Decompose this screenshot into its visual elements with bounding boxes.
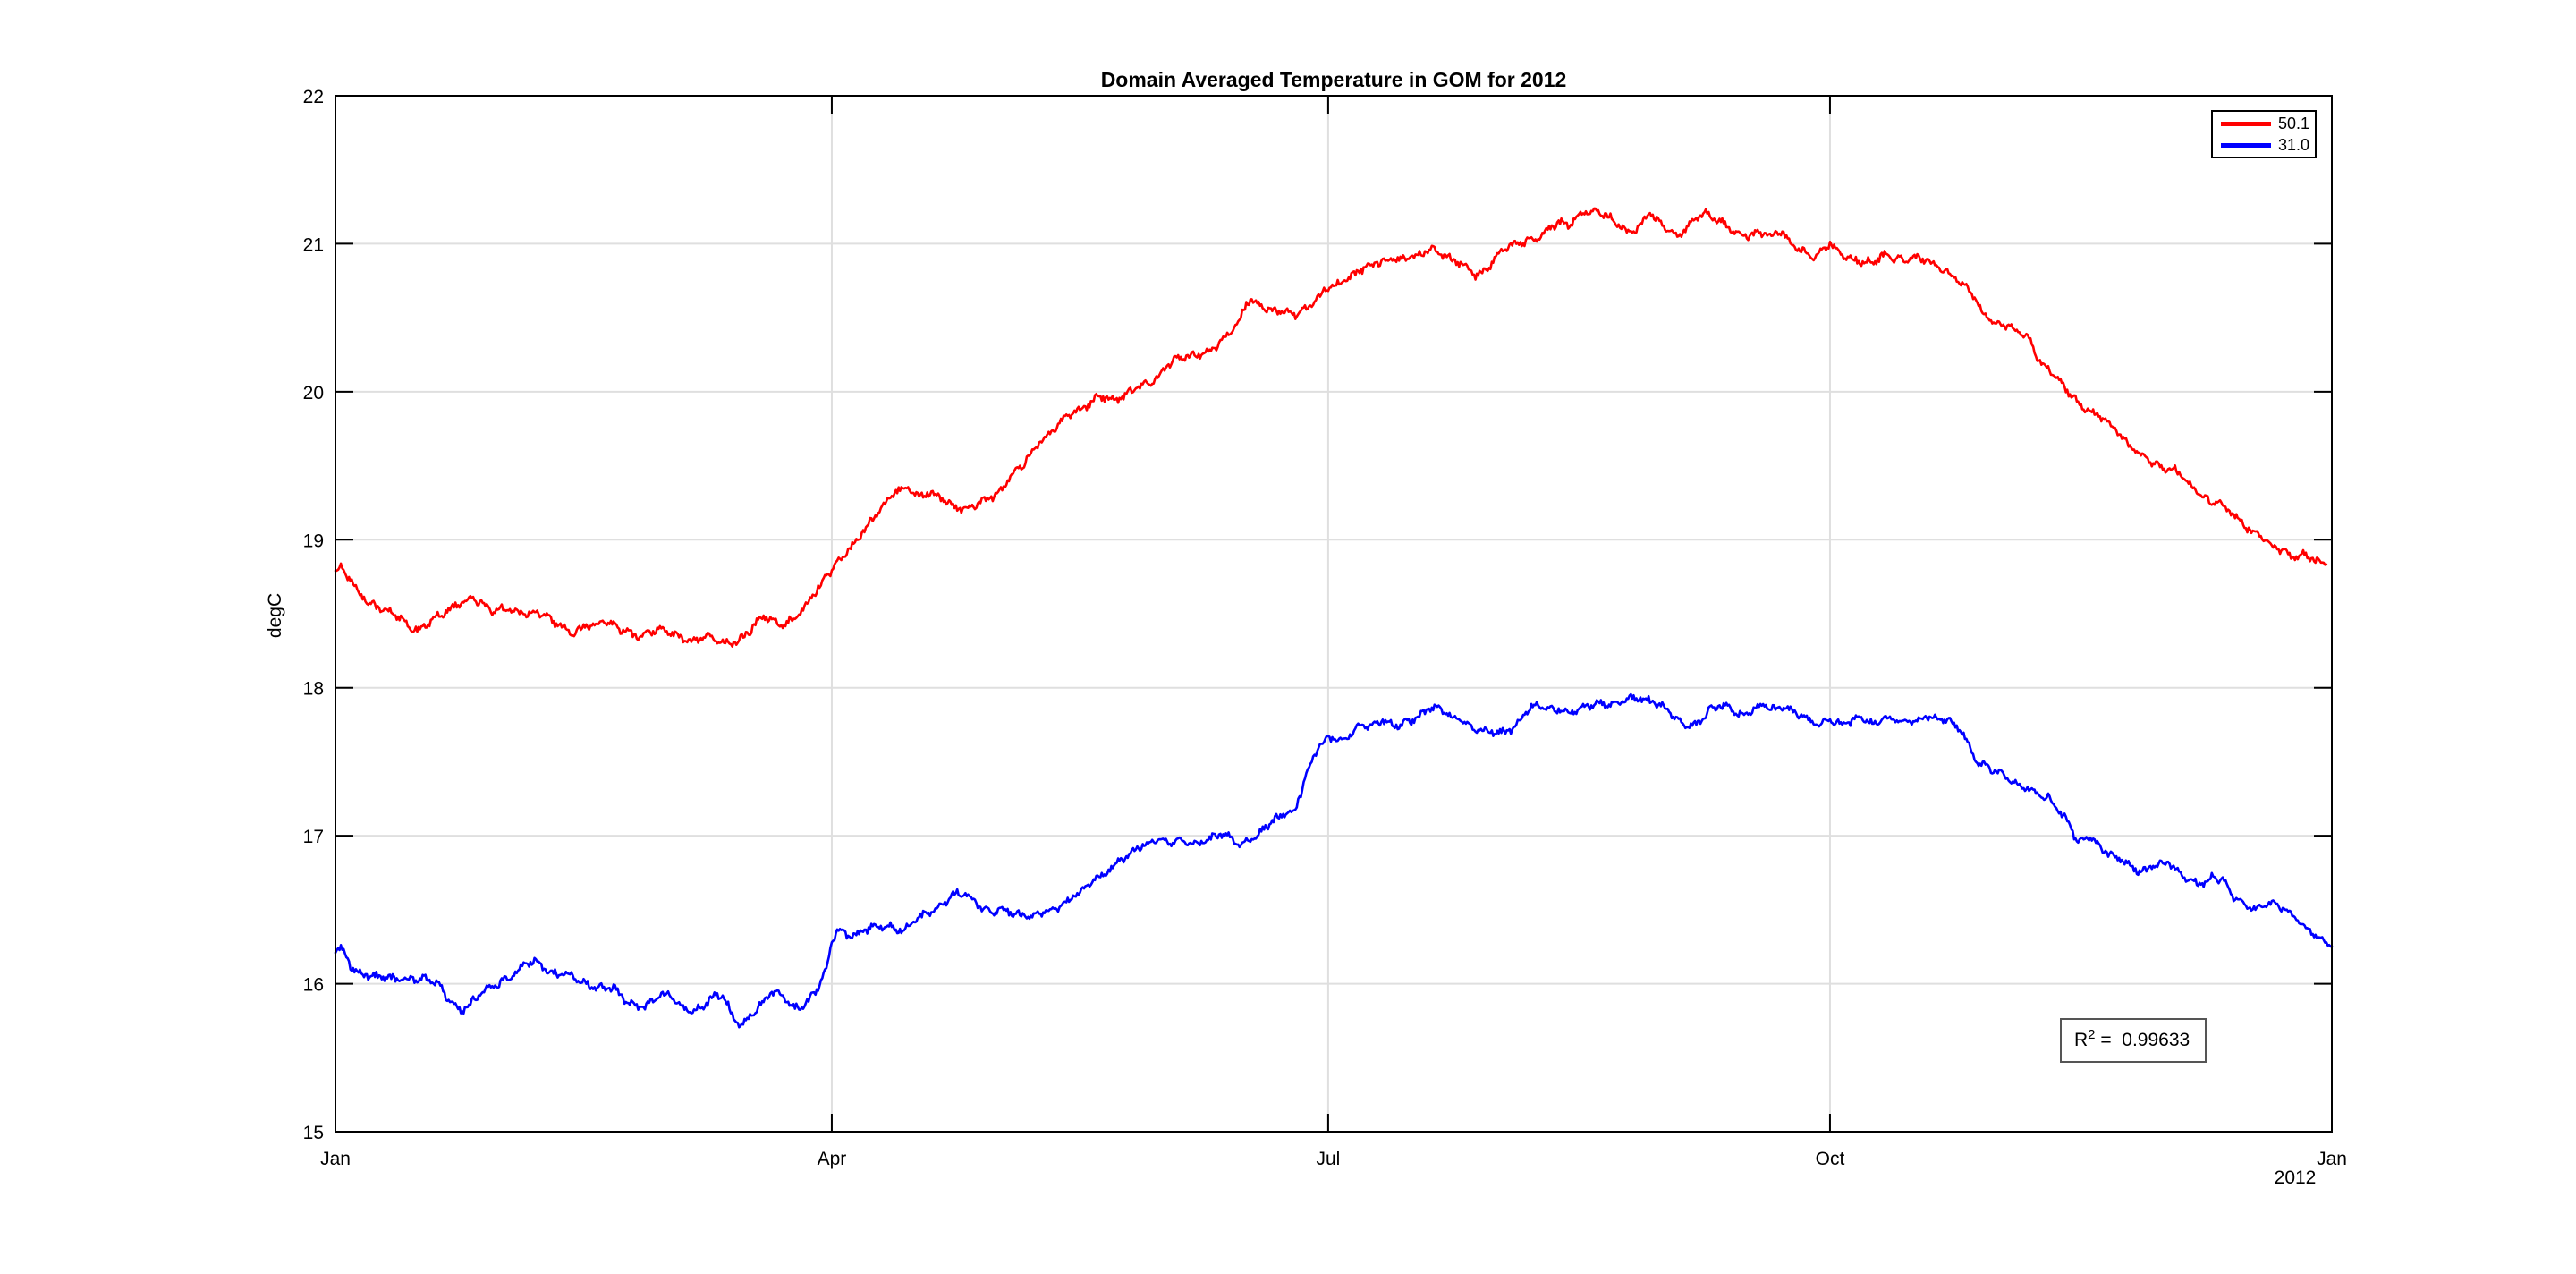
x-tick-label: Oct (1816, 1149, 1845, 1169)
r-squared-text: R2 = 0.99633 (2074, 1027, 2190, 1050)
legend-box: 50.1 31.0 (2211, 110, 2317, 158)
chart-title: Domain Averaged Temperature in GOM for 2… (1100, 68, 1567, 91)
y-axis-label: degC (265, 593, 285, 638)
legend-item-31-0: 31.0 (2213, 136, 2315, 154)
x-tick-label: Jan (320, 1149, 351, 1169)
axis-layer (335, 95, 2333, 1133)
legend-label: 31.0 (2278, 136, 2310, 154)
legend-item-50-1: 50.1 (2213, 115, 2315, 132)
y-tick-label: 18 (303, 679, 324, 700)
temperature-series-31.0 (334, 692, 2334, 1029)
y-tick-label: 20 (303, 383, 324, 403)
x-tick-label: Jul (1316, 1149, 1340, 1169)
y-tick-label: 21 (303, 234, 324, 255)
x-tick-label: Apr (818, 1149, 847, 1169)
r-squared-annotation: R2 = 0.99633 (2060, 1018, 2207, 1063)
x-tick-label: Jan (2317, 1149, 2347, 1169)
legend-line-sample-red (2221, 121, 2271, 126)
series-layer (334, 207, 2334, 1029)
x-axis-year-label: 2012 (2275, 1168, 2317, 1188)
grid-layer (335, 96, 2332, 1132)
y-tick-label: 17 (303, 827, 324, 847)
tick-label-layer: Jan Apr Jul Oct Jan 15 16 17 18 19 20 21 22 (303, 87, 2347, 1169)
temperature-series-50.1 (334, 207, 2328, 648)
y-tick-label: 19 (303, 531, 324, 551)
legend-label: 50.1 (2278, 115, 2310, 132)
y-tick-label: 16 (303, 975, 324, 996)
y-tick-label: 15 (303, 1123, 324, 1143)
axes-box (335, 95, 2333, 1133)
y-tick-label: 22 (303, 87, 324, 107)
legend-line-sample-blue (2221, 142, 2271, 148)
